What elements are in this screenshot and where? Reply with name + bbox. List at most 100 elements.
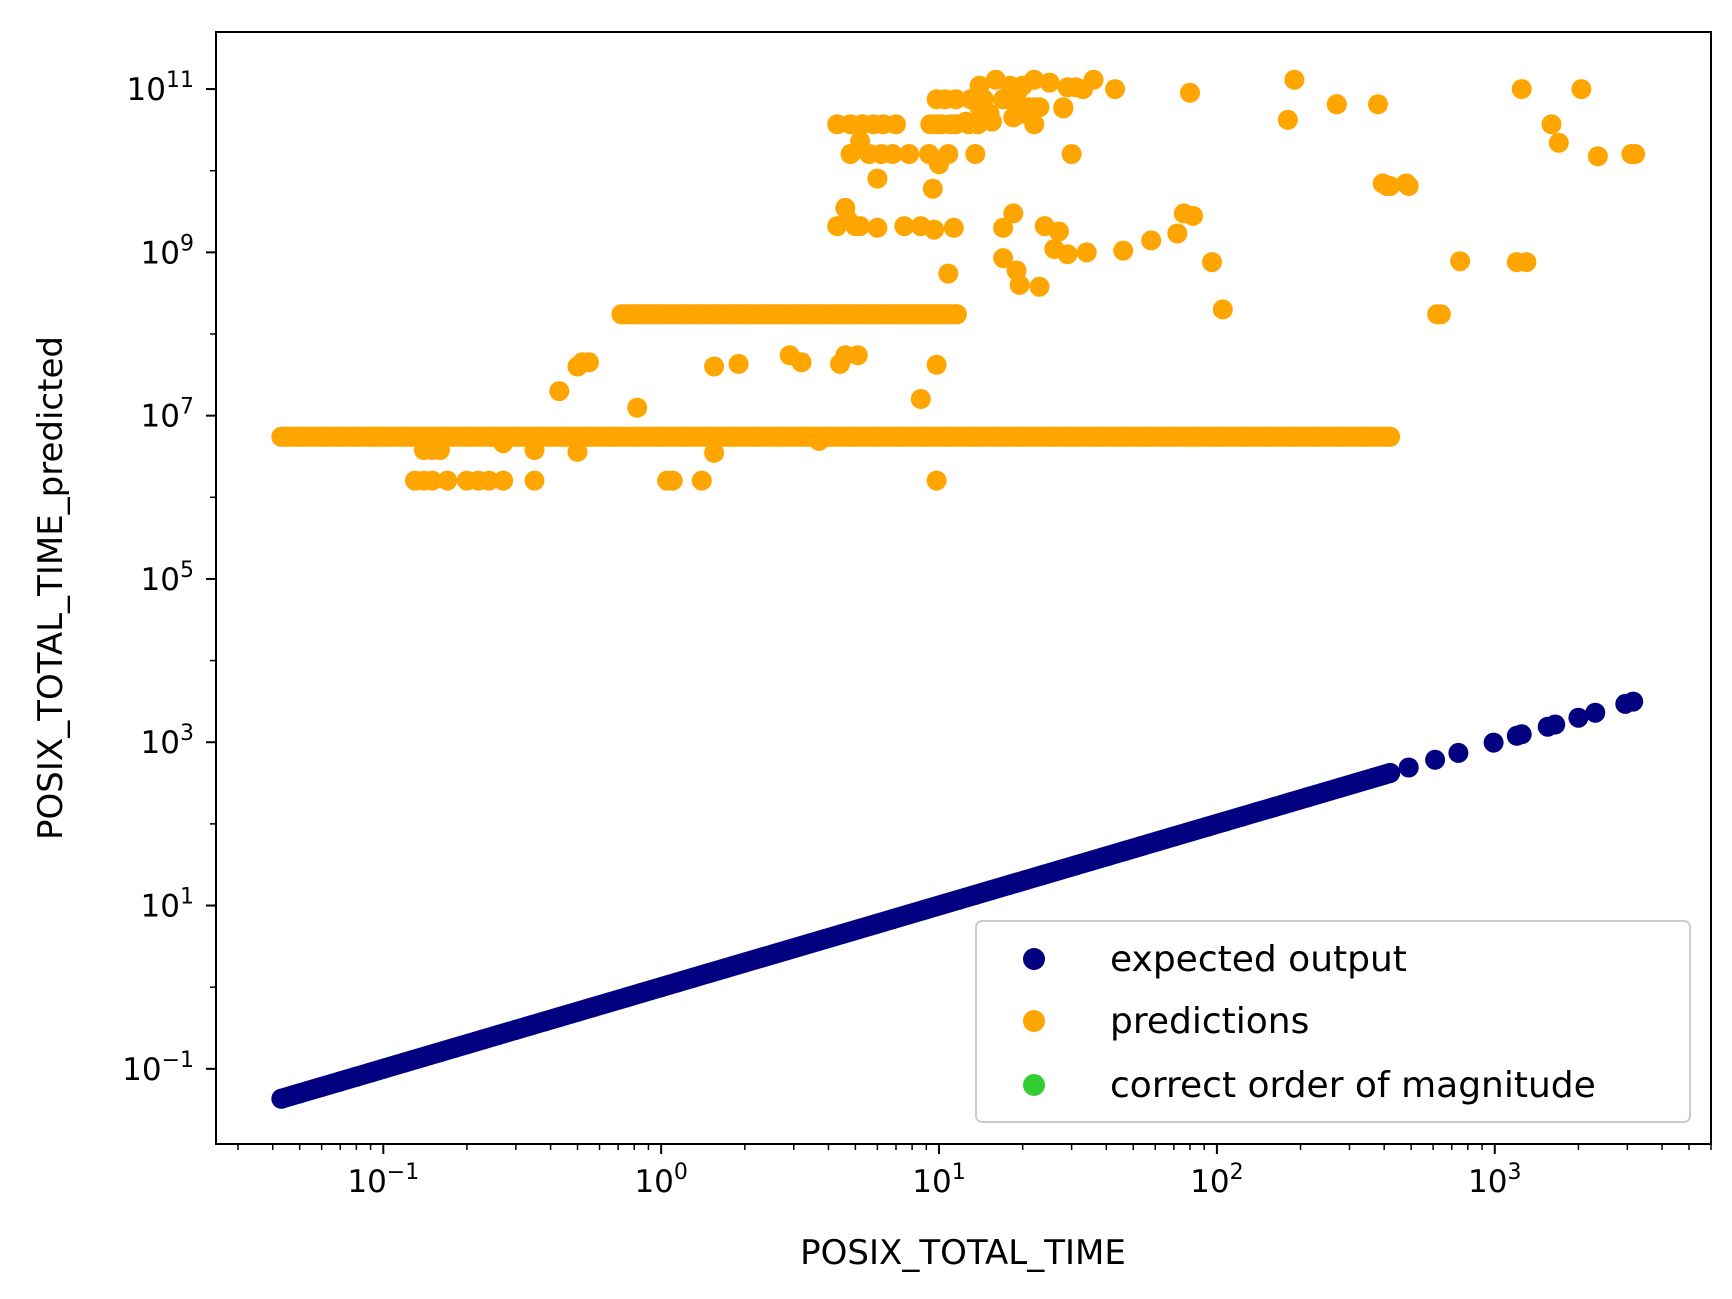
point-expected-output xyxy=(949,889,969,910)
point-expected-output xyxy=(1148,831,1169,852)
point-predictions xyxy=(867,217,888,238)
point-predictions xyxy=(728,353,749,374)
legend-marker-expected-output xyxy=(1023,948,1045,970)
plot-frame xyxy=(215,31,1712,1145)
point-expected-output xyxy=(651,977,672,998)
point-expected-output xyxy=(1181,821,1202,842)
point-predictions xyxy=(1368,94,1388,115)
point-expected-output xyxy=(1081,850,1102,871)
point-predictions xyxy=(899,144,920,164)
point-expected-output xyxy=(488,1024,509,1045)
point-predictions xyxy=(478,470,499,491)
point-expected-output xyxy=(815,928,836,949)
point-predictions xyxy=(969,75,990,96)
legend-label-correct-order-of-magnitude: correct order of magnitude xyxy=(1110,1065,1596,1106)
point-expected-output xyxy=(1585,702,1606,723)
y-tick-label: 105 xyxy=(141,558,194,598)
point-expected-output xyxy=(505,1019,526,1040)
point-predictions xyxy=(1003,107,1024,128)
x-tick-label: 102 xyxy=(1190,1160,1243,1200)
point-predictions xyxy=(1048,221,1069,242)
point-expected-output xyxy=(1363,767,1384,788)
point-predictions xyxy=(437,470,458,491)
point-expected-output xyxy=(1314,782,1335,803)
point-predictions xyxy=(549,381,570,402)
point-expected-output xyxy=(981,880,1002,900)
y-tick-label: 107 xyxy=(141,395,194,435)
point-predictions xyxy=(567,441,588,462)
point-expected-output xyxy=(330,1071,351,1092)
y-tick-label: 1011 xyxy=(127,68,194,108)
point-predictions xyxy=(882,144,903,164)
point-expected-output xyxy=(798,933,819,954)
point-predictions xyxy=(704,442,725,463)
point-expected-output xyxy=(998,875,1019,896)
point-expected-output xyxy=(1131,835,1152,856)
point-expected-output xyxy=(599,992,620,1013)
point-predictions xyxy=(579,352,599,373)
point-predictions xyxy=(1398,176,1419,196)
x-tick-label: 100 xyxy=(634,1160,687,1200)
point-expected-output xyxy=(882,909,903,930)
point-expected-output xyxy=(1545,714,1566,735)
point-predictions xyxy=(945,89,966,110)
point-expected-output xyxy=(932,894,953,915)
legend-marker-correct-order-of-magnitude xyxy=(1023,1074,1045,1096)
point-predictions xyxy=(1024,69,1045,90)
point-predictions xyxy=(627,397,648,418)
y-tick-label: 109 xyxy=(141,231,194,271)
point-predictions xyxy=(926,470,947,491)
point-expected-output xyxy=(1214,811,1235,832)
point-predictions xyxy=(1029,276,1050,297)
point-predictions xyxy=(1430,304,1451,325)
point-predictions xyxy=(1183,205,1203,226)
point-predictions xyxy=(1180,82,1200,103)
legend-box xyxy=(975,920,1691,1123)
point-expected-output xyxy=(271,1088,292,1109)
point-expected-output xyxy=(1297,787,1318,808)
point-expected-output xyxy=(549,1007,570,1028)
point-expected-output xyxy=(734,952,755,973)
point-expected-output xyxy=(700,962,721,983)
point-predictions xyxy=(1571,79,1592,100)
point-predictions xyxy=(791,352,812,373)
point-predictions xyxy=(1284,69,1305,90)
point-expected-output xyxy=(865,914,886,935)
legend-marker-predictions xyxy=(1023,1010,1045,1032)
point-predictions xyxy=(926,354,947,375)
point-predictions xyxy=(910,389,931,409)
point-predictions xyxy=(926,114,947,135)
point-expected-output xyxy=(1280,792,1301,813)
point-expected-output xyxy=(413,1046,434,1067)
point-expected-output xyxy=(899,904,920,925)
point-expected-output xyxy=(456,1034,477,1055)
point-expected-output xyxy=(1065,855,1086,876)
point-expected-output xyxy=(1032,865,1053,886)
point-expected-output xyxy=(965,884,986,905)
point-predictions xyxy=(1450,251,1471,272)
point-predictions xyxy=(422,470,443,491)
point-predictions xyxy=(894,216,915,237)
point-predictions xyxy=(662,470,683,491)
point-predictions xyxy=(1587,146,1608,167)
point-predictions xyxy=(924,219,945,240)
point-predictions xyxy=(1212,299,1233,320)
point-predictions xyxy=(938,263,959,284)
point-predictions xyxy=(1202,252,1222,273)
y-axis-ticks: 10−1 101 103 105 107 109 1011 xyxy=(122,68,216,1088)
point-predictions xyxy=(1516,252,1537,273)
point-expected-output xyxy=(583,997,604,1018)
point-expected-output xyxy=(395,1052,416,1073)
point-expected-output xyxy=(1231,806,1252,827)
point-expected-output xyxy=(289,1083,310,1104)
point-predictions xyxy=(886,114,906,135)
point-predictions xyxy=(1326,94,1347,115)
point-expected-output xyxy=(1511,724,1532,745)
point-expected-output xyxy=(715,958,736,979)
point-expected-output xyxy=(916,899,937,920)
points-layer xyxy=(271,69,1646,1109)
point-predictions xyxy=(981,111,1002,132)
point-predictions xyxy=(847,345,868,366)
point-expected-output xyxy=(1015,870,1036,891)
